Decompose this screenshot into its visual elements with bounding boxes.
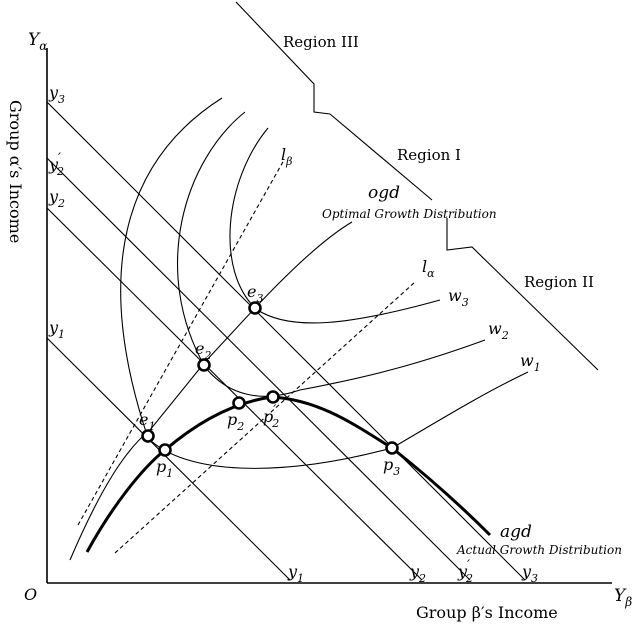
point-e3 bbox=[248, 301, 262, 315]
l-beta-label: lβ bbox=[281, 145, 292, 168]
w2-curve bbox=[177, 111, 486, 397]
budget-line-y3 bbox=[46, 101, 526, 581]
w1-label: w1 bbox=[520, 351, 541, 374]
ogd-curve bbox=[69, 221, 353, 561]
region-iii-boundary bbox=[235, 1, 331, 115]
ogd-description: Optimal Growth Distribution bbox=[322, 207, 497, 221]
point-e2 bbox=[197, 358, 211, 372]
origin-label: O bbox=[24, 585, 37, 604]
region-i-upper-boundary bbox=[329, 113, 433, 201]
p1-label: p1 bbox=[156, 457, 173, 480]
y-axis-symbol: Yα bbox=[28, 30, 47, 53]
y3-left-label: y3 bbox=[48, 83, 65, 106]
agd-description: Actual Growth Distribution bbox=[456, 543, 622, 557]
w2-label: w2 bbox=[488, 319, 509, 342]
point-p3 bbox=[385, 441, 399, 455]
point-p1 bbox=[158, 443, 172, 457]
point-p2-prime bbox=[266, 390, 280, 404]
y2-bottom-label: y2 bbox=[409, 562, 426, 585]
y1-bottom-label: y1 bbox=[287, 562, 304, 585]
region-iii-label: Region III bbox=[283, 33, 359, 51]
y2-left-label: y2 bbox=[48, 187, 65, 210]
e1-label: e1 bbox=[139, 410, 155, 433]
w3-label: w3 bbox=[448, 286, 469, 309]
p2-prime-label: p′ 2 bbox=[263, 403, 279, 430]
region-ii-boundary bbox=[446, 218, 599, 371]
y3-bottom-label: y3 bbox=[521, 562, 538, 585]
point-e1 bbox=[141, 429, 155, 443]
l-alpha-label: lα bbox=[422, 257, 435, 280]
x-axis-symbol: Yβ bbox=[614, 586, 632, 609]
y-axis-title: Group α′s Income bbox=[6, 100, 25, 243]
region-i-label: Region I bbox=[397, 146, 461, 164]
agd-label: agd bbox=[500, 522, 532, 542]
p2-label: p2 bbox=[227, 410, 244, 433]
y2-prime-left-label: y′ 2 bbox=[48, 151, 64, 178]
y1-left-label: y1 bbox=[48, 318, 65, 341]
point-p2 bbox=[232, 396, 246, 410]
ogd-label: ogd bbox=[368, 183, 400, 203]
w1-curve bbox=[120, 97, 529, 469]
budget-line-y2-prime bbox=[46, 157, 471, 581]
x-axis-title: Group β′s Income bbox=[416, 603, 558, 622]
l-alpha-ray bbox=[114, 281, 416, 554]
budget-line-y1 bbox=[46, 337, 291, 581]
e3-label: e3 bbox=[247, 282, 263, 305]
region-ii-label: Region II bbox=[524, 273, 594, 291]
l-beta-ray bbox=[77, 159, 285, 526]
budget-line-y2 bbox=[46, 207, 423, 581]
p3-label: p3 bbox=[383, 455, 400, 478]
e2-label: e2 bbox=[195, 339, 211, 362]
y2-prime-bottom-label: y′ 2 bbox=[457, 558, 473, 585]
